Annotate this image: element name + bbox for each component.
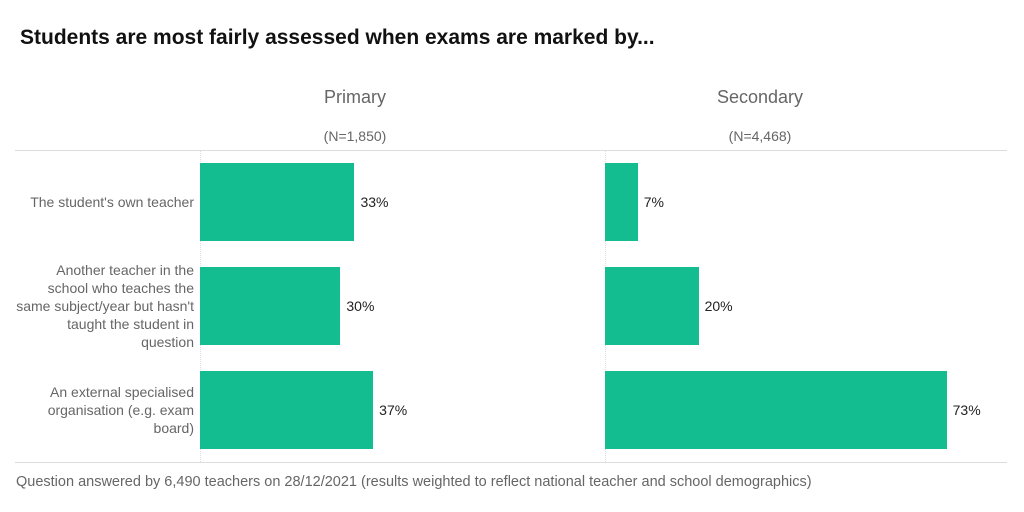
category-label: The student's own teacher <box>30 194 194 210</box>
top-divider <box>15 150 1007 151</box>
data-label: 33% <box>360 194 389 210</box>
panel-sample-size: (N=1,850) <box>323 128 387 144</box>
data-label: 37% <box>379 402 408 418</box>
bar <box>200 163 355 241</box>
bottom-divider <box>15 462 1007 463</box>
footer-note: Question answered by 6,490 teachers on 2… <box>16 474 812 490</box>
data-label: 20% <box>704 298 733 314</box>
bar <box>605 371 947 449</box>
data-label: 73% <box>952 402 981 418</box>
bar <box>200 267 341 345</box>
category-label: Another teacher in the school who teache… <box>16 262 194 350</box>
bar <box>200 371 374 449</box>
category-label: An external specialised organisation (e.… <box>47 384 194 436</box>
bar <box>605 163 638 241</box>
panel-title: Primary <box>324 87 386 107</box>
chart-title: Students are most fairly assessed when e… <box>20 26 655 49</box>
panel-title: Secondary <box>716 87 804 107</box>
data-label: 30% <box>346 298 375 314</box>
panel-sample-size: (N=4,468) <box>728 128 792 144</box>
data-label: 7% <box>643 194 664 210</box>
bar <box>605 267 699 345</box>
